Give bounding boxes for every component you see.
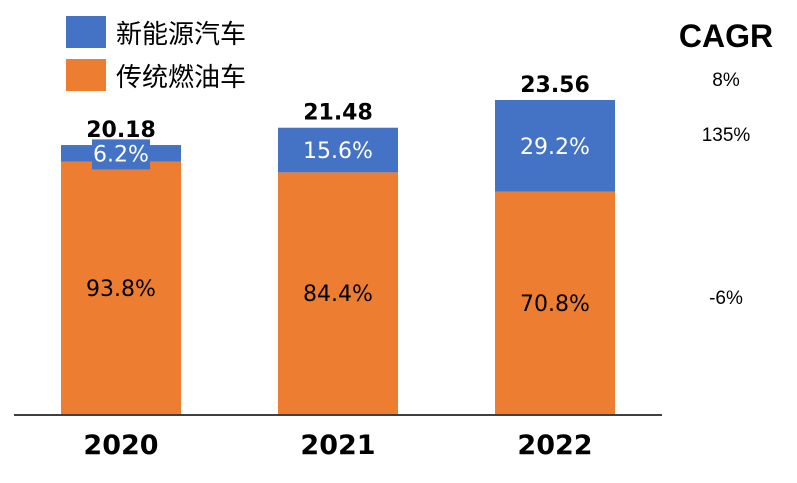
total-label-2021: 21.48 [303, 101, 373, 126]
cagr-total: 8% [712, 70, 740, 91]
data-label-traditional-2020: 93.8% [86, 277, 156, 302]
legend-label-new-energy: 新能源汽车 [116, 19, 247, 50]
x-tick-label-2021: 2021 [300, 430, 375, 461]
data-label-new-energy-2022: 29.2% [520, 135, 590, 160]
total-label-2022: 23.56 [520, 73, 590, 98]
cagr-title: CAGR [678, 18, 774, 54]
bar-traditional-2020 [61, 161, 181, 414]
bar-new-energy-2022 [495, 100, 615, 192]
data-label-bg-new-energy-2020 [92, 139, 150, 170]
legend-swatch-new-energy [66, 16, 106, 48]
cagr-new-energy: 135% [701, 125, 751, 146]
legend-label-traditional: 传统燃油车 [116, 62, 247, 93]
data-label-traditional-2021: 84.4% [303, 282, 373, 307]
x-tick-label-2020: 2020 [83, 430, 158, 461]
data-label-traditional-2022: 70.8% [520, 292, 590, 317]
bar-traditional-2022 [495, 191, 615, 414]
legend-swatch-traditional [66, 59, 106, 91]
legend-item-traditional: 传统燃油车 [66, 59, 247, 93]
data-label-new-energy-2021: 15.6% [303, 139, 373, 164]
cagr-traditional: -6% [709, 288, 743, 309]
total-label-2020: 20.18 [86, 118, 156, 143]
bar-new-energy-2021 [278, 127, 398, 173]
x-tick-label-2022: 2022 [517, 430, 592, 461]
data-label-new-energy-2020: 6.2% [93, 142, 149, 167]
bar-traditional-2021 [278, 172, 398, 414]
legend-item-new-energy: 新能源汽车 [66, 16, 247, 50]
